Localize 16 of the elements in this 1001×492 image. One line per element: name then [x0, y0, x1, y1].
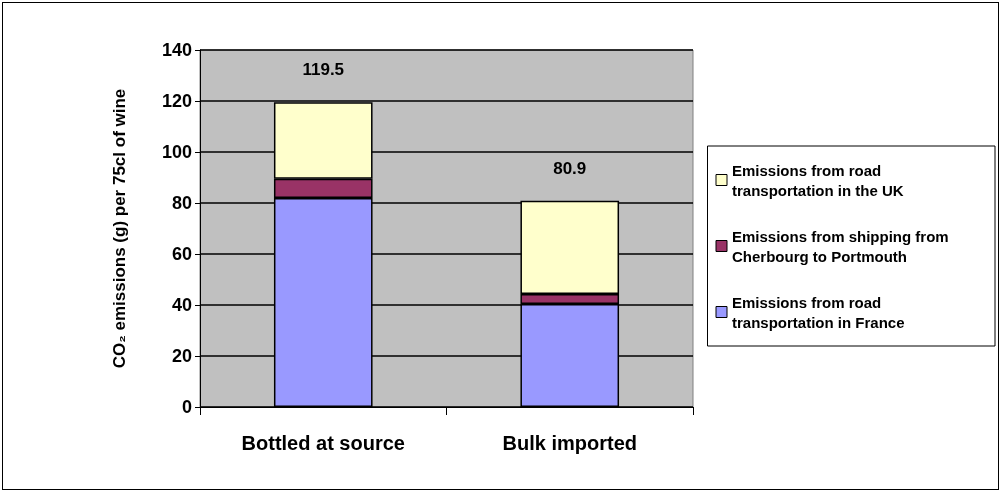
y-axis-title: CO₂ emissions (g) per 75cl of wine: [109, 88, 129, 369]
y-tick-label: 100: [161, 142, 192, 162]
total-label: 80.9: [553, 158, 587, 178]
y-tick-label: 0: [181, 397, 192, 417]
total-label: 119.5: [302, 60, 345, 80]
y-tick-label: 60: [171, 244, 192, 264]
y-tick-label: 80: [171, 193, 192, 213]
y-tick-label: 20: [171, 346, 192, 366]
legend-label: Emissions from road transportation in France: [732, 293, 905, 331]
y-tick-label: 140: [161, 40, 192, 60]
legend-label: Emissions from shipping from Cherbourg to Portmouth: [732, 227, 953, 265]
legend-label: Emissions from road transportation in the UK: [732, 161, 904, 199]
x-tick-label: Bulk imported: [502, 432, 637, 454]
y-tick-label: 40: [171, 295, 192, 315]
y-tick-label: 120: [161, 91, 192, 111]
x-tick-label: Bottled at source: [241, 432, 405, 454]
